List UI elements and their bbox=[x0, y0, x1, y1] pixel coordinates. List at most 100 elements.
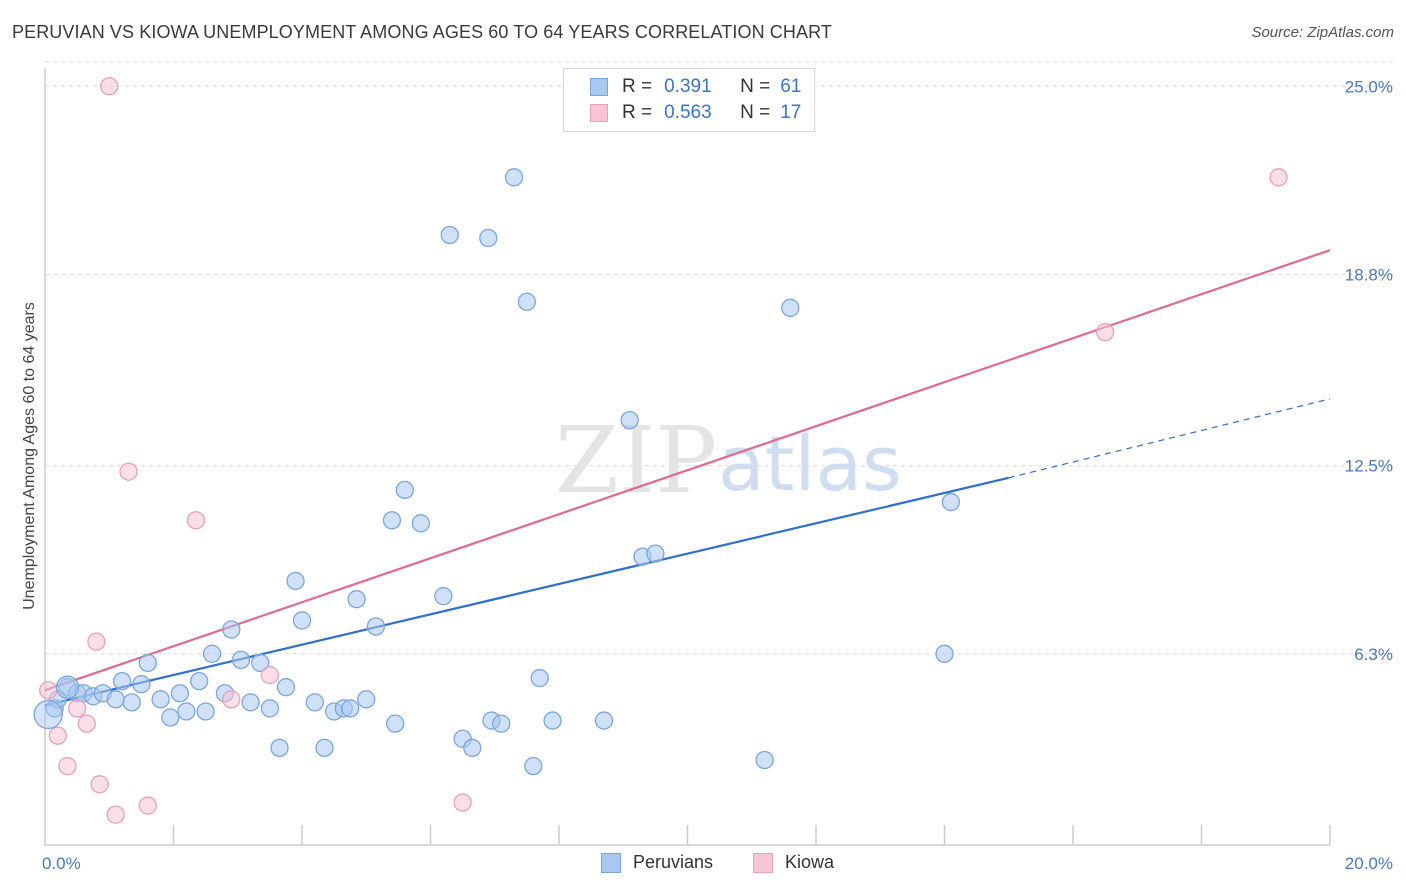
peruvians-point bbox=[463, 738, 482, 758]
peruvians-swatch-icon bbox=[590, 78, 608, 96]
kiowa-point bbox=[48, 726, 67, 745]
peruvians-point bbox=[231, 650, 251, 670]
peruvians-point bbox=[122, 693, 141, 712]
legend-n-label: N = bbox=[740, 76, 771, 97]
kiowa-point bbox=[119, 462, 138, 481]
kiowa-point bbox=[58, 756, 77, 776]
kiowa-point bbox=[186, 511, 206, 530]
kiowa-point bbox=[106, 805, 125, 824]
peruvians-trend-extension bbox=[1008, 398, 1331, 479]
peruvians-point bbox=[341, 699, 360, 718]
peruvians-point bbox=[935, 644, 954, 663]
peruvians-point bbox=[440, 225, 459, 245]
peruvians-point bbox=[434, 586, 453, 606]
y-tick-label: 12.5% bbox=[1345, 457, 1393, 476]
peruvians-point bbox=[941, 492, 961, 512]
legend-r-value: 0.563 bbox=[664, 102, 712, 123]
kiowa-swatch-icon bbox=[590, 104, 608, 122]
legend-r-label: R = bbox=[622, 102, 653, 123]
peruvians-point bbox=[620, 410, 639, 430]
x-tick-label: 0.0% bbox=[42, 854, 81, 873]
legend-label-peruvians: Peruvians bbox=[633, 852, 714, 872]
kiowa-point bbox=[77, 714, 96, 733]
kiowa-point bbox=[1095, 322, 1115, 342]
peruvians-point bbox=[190, 671, 209, 691]
peruvians-point bbox=[492, 714, 511, 733]
legend-n-value: 61 bbox=[780, 76, 802, 97]
peruvians-point bbox=[286, 571, 305, 591]
peruvians-point bbox=[196, 702, 215, 721]
legend-row-peruvians: R = 0.391 N = 61 bbox=[590, 75, 801, 99]
peruvians-point bbox=[55, 675, 80, 699]
peruvians-point bbox=[504, 168, 524, 187]
peruvians-point bbox=[357, 690, 376, 709]
legend-r-value: 0.391 bbox=[664, 76, 712, 97]
kiowa-point bbox=[100, 77, 119, 96]
peruvians-point bbox=[386, 714, 405, 733]
kiowa-point bbox=[260, 665, 280, 685]
kiowa-point bbox=[90, 775, 109, 794]
peruvians-point bbox=[222, 620, 241, 639]
peruvians-point bbox=[315, 738, 334, 758]
source-label: Source: ZipAtlas.com bbox=[1251, 24, 1394, 41]
peruvians-point bbox=[202, 644, 222, 663]
peruvians-point bbox=[292, 611, 312, 630]
peruvians-point bbox=[151, 690, 170, 709]
peruvians-point bbox=[33, 699, 63, 730]
peruvians-point bbox=[138, 653, 157, 673]
legend-item-peruvians[interactable]: Peruvians bbox=[601, 852, 713, 873]
y-tick-label: 6.3% bbox=[1354, 645, 1393, 664]
kiowa-point bbox=[138, 796, 157, 815]
kiowa-legend-icon bbox=[753, 852, 773, 873]
x-tick-label: 20.0% bbox=[1345, 854, 1393, 873]
legend-r-label: R = bbox=[622, 76, 653, 97]
peruvians-point bbox=[241, 693, 260, 712]
peruvians-point bbox=[646, 544, 665, 563]
peruvians-point bbox=[411, 514, 431, 533]
kiowa-point bbox=[87, 632, 106, 651]
peruvians-point bbox=[106, 690, 125, 709]
peruvians-point bbox=[270, 738, 289, 758]
kiowa-point bbox=[67, 699, 87, 718]
peruvians-point bbox=[112, 671, 132, 691]
legend-row-kiowa: R = 0.563 N = 17 bbox=[590, 101, 801, 125]
peruvians-point bbox=[132, 675, 151, 694]
peruvians-point bbox=[366, 617, 386, 636]
peruvians-point bbox=[251, 653, 270, 673]
legend-n-value: 17 bbox=[780, 102, 802, 123]
peruvians-trend-line bbox=[44, 476, 1010, 707]
chart-title: PERUVIAN VS KIOWA UNEMPLOYMENT AMONG AGE… bbox=[12, 22, 832, 42]
peruvians-point bbox=[305, 693, 325, 712]
data-points bbox=[33, 77, 1288, 824]
peruvians-point bbox=[161, 708, 180, 727]
peruvians-point bbox=[530, 668, 549, 688]
peruvians-legend-icon bbox=[601, 852, 621, 873]
peruvians-point bbox=[755, 750, 774, 770]
kiowa-point bbox=[222, 690, 241, 709]
peruvians-point bbox=[543, 711, 562, 730]
peruvians-point bbox=[347, 590, 366, 609]
y-tick-labels: 6.3% 12.5% 18.8% 25.0% bbox=[1345, 77, 1393, 664]
kiowa-trend-line bbox=[44, 249, 1331, 692]
peruvians-point bbox=[524, 756, 543, 776]
peruvians-point bbox=[260, 699, 280, 718]
peruvians-point bbox=[479, 228, 498, 248]
peruvians-point bbox=[177, 702, 196, 721]
watermark-atlas: atlas bbox=[718, 419, 902, 508]
peruvians-point bbox=[395, 480, 414, 500]
peruvians-point bbox=[594, 711, 614, 730]
peruvians-point bbox=[382, 511, 402, 530]
legend-item-kiowa[interactable]: Kiowa bbox=[753, 852, 834, 873]
series-legend: Peruvians Kiowa bbox=[0, 852, 1406, 876]
y-tick-label: 18.8% bbox=[1345, 265, 1393, 284]
grid-lines bbox=[45, 61, 1395, 655]
kiowa-point bbox=[453, 793, 472, 812]
peruvians-point bbox=[781, 298, 800, 317]
kiowa-point bbox=[1269, 168, 1288, 187]
y-tick-label: 25.0% bbox=[1345, 77, 1393, 96]
correlation-legend: R = 0.391 N = 61 R = 0.563 N = 17 bbox=[563, 68, 815, 132]
regression-lines bbox=[44, 249, 1331, 707]
legend-label-kiowa: Kiowa bbox=[785, 852, 835, 872]
peruvians-point bbox=[276, 678, 296, 697]
